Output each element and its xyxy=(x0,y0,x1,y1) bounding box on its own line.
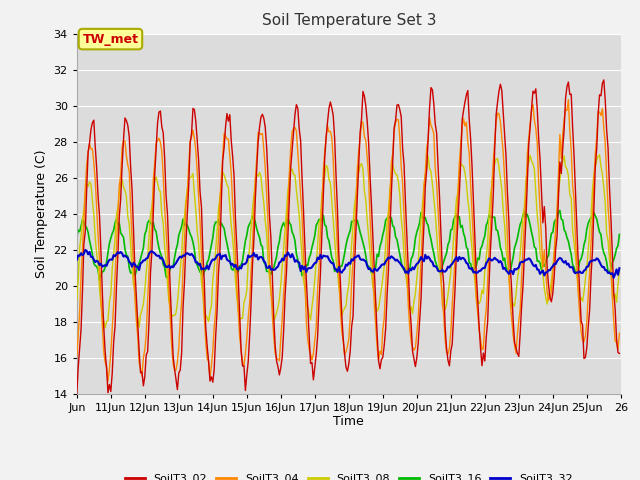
SoilT3_04 xyxy=(461,123,469,129)
SoilT3_08 xyxy=(614,282,622,288)
SoilT3_32 xyxy=(81,247,89,253)
SoilT3_02 xyxy=(616,350,623,356)
SoilT3_02 xyxy=(92,144,99,149)
SoilT3_08 xyxy=(461,170,469,176)
SoilT3_04 xyxy=(614,347,622,352)
SoilT3_02 xyxy=(460,108,467,113)
SoilT3_16 xyxy=(556,207,564,213)
SoilT3_32 xyxy=(461,257,469,263)
SoilT3_08 xyxy=(353,177,361,183)
SoilT3_32 xyxy=(110,252,118,258)
SoilT3_32 xyxy=(93,258,100,264)
SoilT3_08 xyxy=(596,152,604,158)
SoilT3_04 xyxy=(104,378,112,384)
SoilT3_32 xyxy=(73,257,81,263)
SoilT3_04 xyxy=(73,354,81,360)
SoilT3_16 xyxy=(542,260,550,265)
SoilT3_16 xyxy=(616,232,623,238)
Text: TW_met: TW_met xyxy=(83,33,138,46)
SoilT3_16 xyxy=(614,243,622,249)
Line: SoilT3_16: SoilT3_16 xyxy=(77,210,620,280)
Legend: SoilT3_02, SoilT3_04, SoilT3_08, SoilT3_16, SoilT3_32: SoilT3_02, SoilT3_04, SoilT3_08, SoilT3_… xyxy=(120,469,577,480)
SoilT3_32 xyxy=(610,275,618,280)
SoilT3_08 xyxy=(110,252,118,258)
SoilT3_16 xyxy=(95,277,103,283)
Y-axis label: Soil Temperature (C): Soil Temperature (C) xyxy=(35,149,48,278)
Line: SoilT3_32: SoilT3_32 xyxy=(77,250,620,277)
SoilT3_32 xyxy=(614,272,622,277)
Line: SoilT3_02: SoilT3_02 xyxy=(77,80,620,394)
SoilT3_04 xyxy=(564,97,572,103)
SoilT3_02 xyxy=(600,77,607,83)
X-axis label: Time: Time xyxy=(333,415,364,429)
Line: SoilT3_08: SoilT3_08 xyxy=(77,155,620,328)
SoilT3_04 xyxy=(353,167,361,172)
SoilT3_16 xyxy=(461,235,469,240)
SoilT3_32 xyxy=(542,270,550,276)
SoilT3_04 xyxy=(110,302,118,308)
SoilT3_32 xyxy=(353,253,361,259)
SoilT3_02 xyxy=(73,391,81,396)
SoilT3_02 xyxy=(612,336,620,342)
SoilT3_16 xyxy=(92,263,99,268)
SoilT3_16 xyxy=(110,228,118,233)
SoilT3_16 xyxy=(73,234,81,240)
SoilT3_08 xyxy=(542,295,550,300)
SoilT3_02 xyxy=(540,204,548,209)
SoilT3_32 xyxy=(616,265,623,271)
SoilT3_08 xyxy=(73,297,81,303)
SoilT3_04 xyxy=(542,267,550,273)
Title: Soil Temperature Set 3: Soil Temperature Set 3 xyxy=(262,13,436,28)
SoilT3_08 xyxy=(92,235,99,240)
SoilT3_02 xyxy=(352,228,360,234)
Line: SoilT3_04: SoilT3_04 xyxy=(77,100,620,381)
SoilT3_08 xyxy=(101,325,109,331)
SoilT3_08 xyxy=(616,267,623,273)
SoilT3_16 xyxy=(353,217,361,223)
SoilT3_04 xyxy=(92,177,99,183)
SoilT3_04 xyxy=(616,330,623,336)
SoilT3_02 xyxy=(108,371,116,376)
